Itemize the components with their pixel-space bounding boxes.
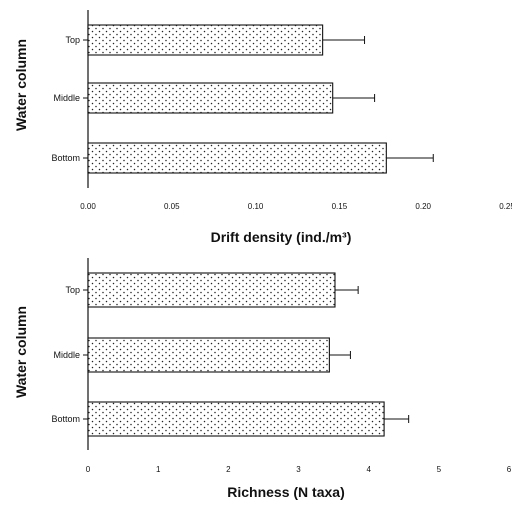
x-axis-title: Richness (N taxa) — [227, 484, 344, 500]
chart-panel-richness: Water column Richness (N taxa) Top Middle… — [13, 258, 512, 500]
chart-panel-drift: Water column Drift density (ind./m³) Top… — [13, 10, 512, 245]
x-tick-label: 0 — [86, 465, 91, 474]
y-axis-title: Water column — [13, 39, 29, 131]
y-tick-label: Top — [65, 285, 80, 295]
x-tick-label: 0.05 — [164, 202, 180, 211]
y-tick-label: Bottom — [51, 153, 80, 163]
bar-bottom — [87, 142, 387, 174]
bar-top — [87, 24, 324, 56]
x-tick-label: 0.00 — [80, 202, 96, 211]
x-tick-label: 4 — [366, 465, 371, 474]
y-tick-label: Middle — [53, 350, 80, 360]
y-tick-label: Bottom — [51, 414, 80, 424]
x-tick-label: 1 — [156, 465, 161, 474]
x-tick-label: 2 — [226, 465, 231, 474]
x-tick-label: 3 — [296, 465, 301, 474]
x-tick-label: 6 — [507, 465, 512, 474]
bar-bottom — [87, 401, 385, 437]
x-tick-label: 0.20 — [415, 202, 431, 211]
bar-middle — [87, 337, 330, 373]
bar-top — [87, 272, 336, 308]
x-tick-label: 0.15 — [332, 202, 348, 211]
x-tick-label: 0.25 — [499, 202, 512, 211]
x-tick-label: 5 — [437, 465, 442, 474]
x-axis-title: Drift density (ind./m³) — [211, 229, 352, 245]
y-tick-label: Top — [65, 35, 80, 45]
bar-middle — [87, 82, 334, 114]
y-axis-title: Water column — [13, 306, 29, 398]
y-tick-label: Middle — [53, 93, 80, 103]
x-tick-label: 0.10 — [248, 202, 264, 211]
